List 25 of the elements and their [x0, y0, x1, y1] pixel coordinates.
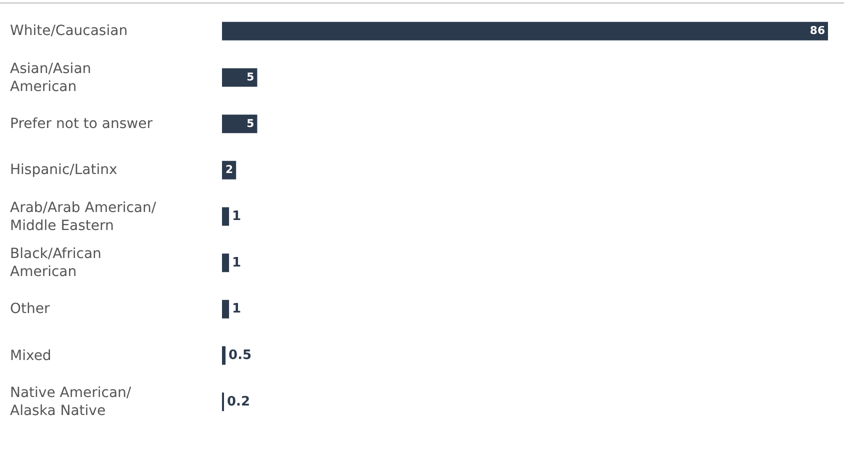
bar: [222, 207, 230, 226]
bar: [222, 346, 226, 365]
data-label: 1: [232, 302, 242, 317]
data-label: 0.2: [227, 394, 250, 410]
y-tick-label: Asian/Asian American: [10, 61, 92, 96]
data-label: 1: [232, 209, 242, 224]
bar: [222, 22, 828, 40]
bar: [222, 68, 258, 87]
y-tick-label: Mixed: [10, 348, 52, 364]
data-label: 5: [246, 116, 254, 130]
data-label: 86: [810, 24, 825, 38]
y-tick-label: Native American/ Alaska Native: [10, 385, 132, 420]
y-tick-label: Black/African American: [10, 246, 102, 280]
y-tick-label: White/Caucasian: [10, 23, 128, 39]
data-label: 2: [226, 163, 234, 176]
y-tick-label: Other: [10, 301, 50, 317]
y-tick-label: Prefer not to answer: [10, 116, 153, 132]
data-label: 5: [246, 70, 254, 84]
y-tick-label: Hispanic/Latinx: [10, 162, 118, 178]
bar: [222, 300, 230, 318]
y-tick-label: Arab/Arab American/ Middle Eastern: [10, 200, 156, 234]
bar: [222, 254, 230, 272]
bar: [222, 114, 258, 134]
data-label: 0.5: [228, 348, 252, 363]
data-label: 1: [232, 255, 242, 270]
